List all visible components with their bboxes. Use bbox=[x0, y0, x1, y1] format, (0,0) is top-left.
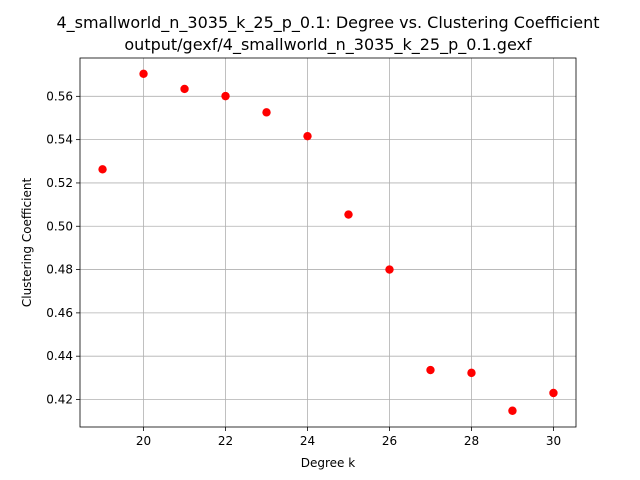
y-tick-label: 0.44 bbox=[46, 349, 73, 363]
y-tick-label: 0.48 bbox=[46, 263, 73, 277]
x-tick-label: 22 bbox=[218, 434, 233, 448]
chart-subtitle: output/gexf/4_smallworld_n_3035_k_25_p_0… bbox=[124, 35, 532, 55]
y-tick-label: 0.52 bbox=[46, 176, 73, 190]
x-tick-label: 30 bbox=[546, 434, 561, 448]
plot-frame bbox=[79, 57, 577, 428]
data-point bbox=[385, 265, 394, 274]
y-tick-label: 0.42 bbox=[46, 392, 73, 406]
x-axis-label: Degree k bbox=[301, 456, 355, 470]
y-axis-label: Clustering Coefficient bbox=[20, 178, 34, 308]
data-point bbox=[139, 69, 148, 79]
y-tick-label: 0.56 bbox=[46, 89, 73, 103]
x-tick-label: 26 bbox=[382, 434, 397, 448]
tick-layer: 20 22 24 26 28 30 0.42 0.44 0.46 0.48 0.50 0.52 0.54… bbox=[46, 89, 561, 448]
data-point bbox=[467, 368, 476, 378]
chart-title: 4_smallworld_n_3035_k_25_p_0.1: Degree v… bbox=[56, 13, 599, 33]
data-point bbox=[98, 165, 107, 174]
data-point bbox=[180, 84, 189, 94]
data-point bbox=[508, 406, 517, 415]
data-point bbox=[221, 91, 230, 101]
point-layer bbox=[98, 69, 558, 415]
x-tick-label: 20 bbox=[136, 434, 151, 448]
data-point bbox=[549, 388, 558, 398]
y-tick-label: 0.54 bbox=[46, 133, 73, 147]
x-tick-label: 24 bbox=[300, 434, 315, 448]
data-point bbox=[426, 365, 435, 375]
data-point bbox=[344, 210, 353, 219]
grid-layer bbox=[80, 58, 576, 427]
y-tick-label: 0.46 bbox=[46, 306, 73, 320]
data-point bbox=[262, 108, 271, 117]
y-tick-label: 0.50 bbox=[46, 219, 73, 233]
data-point bbox=[303, 131, 312, 141]
x-tick-label: 28 bbox=[464, 434, 479, 448]
